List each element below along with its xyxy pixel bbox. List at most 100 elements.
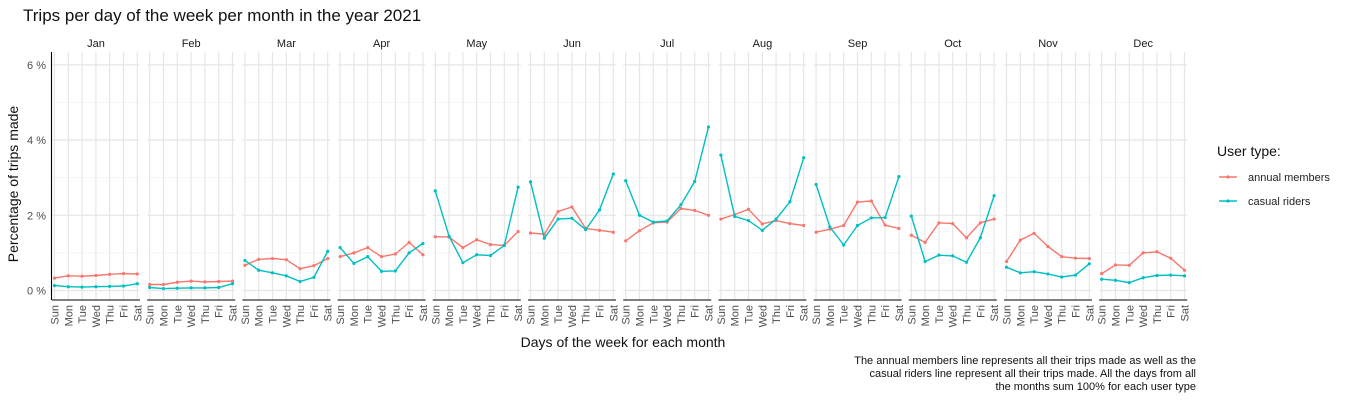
facet-panel-may: May Sun Mon Tue Wed Thu Fri Sat [430, 38, 525, 327]
x-tick-label: Sun [621, 305, 633, 325]
facet-strip-label: Dec [1133, 38, 1153, 50]
legend: User type: annual members casual riders [1217, 143, 1330, 208]
y-axis: 0 % 2 % 4 % 6 % [27, 52, 53, 300]
casual-riders-point [135, 282, 139, 286]
casual-riders-point [637, 213, 642, 217]
annual-members-point [393, 252, 397, 256]
x-axis-title: Days of the week for each month [521, 334, 726, 350]
facet-strip-label: Nov [1038, 38, 1058, 50]
x-tick-label: Tue [172, 305, 184, 324]
x-tick-label: Wed [757, 305, 769, 327]
annual-members-point [611, 230, 615, 234]
casual-riders-point [1182, 274, 1187, 278]
annual-members-point [257, 257, 261, 261]
annual-members-point [326, 256, 330, 261]
annual-members-point [719, 217, 723, 221]
x-tick-label: Sat [228, 305, 240, 322]
x-tick-label: Thu [295, 305, 307, 324]
casual-riders-point [883, 215, 887, 220]
casual-riders-point [1127, 281, 1131, 285]
x-tick-label: Tue [363, 305, 375, 324]
casual-riders-point [1100, 277, 1104, 281]
x-tick-label: Sun [811, 305, 823, 325]
chart-title: Trips per day of the week per month in t… [23, 6, 421, 25]
x-tick-label: Wed [281, 305, 293, 327]
casual-riders-point [461, 261, 465, 265]
x-tick-label: Sat [799, 305, 811, 322]
annual-members-point [897, 226, 901, 231]
annual-members-point [407, 240, 411, 244]
annual-members-point [869, 199, 873, 203]
casual-riders-point [230, 282, 235, 286]
x-tick-label: Tue [553, 305, 565, 324]
x-tick-label: Sat [418, 305, 430, 322]
annual-members-point [923, 240, 927, 244]
x-tick-label: Sat [132, 305, 144, 322]
legend-key-point [1226, 175, 1230, 179]
casual-riders-point [379, 269, 384, 273]
annual-members-point [94, 273, 98, 278]
casual-riders-point [760, 228, 764, 232]
casual-riders-point [393, 269, 397, 273]
x-tick-label: Thu [390, 305, 402, 324]
facet-strip-label: Oct [944, 38, 961, 50]
annual-members-point [788, 221, 792, 226]
legend-key-point [1226, 199, 1230, 203]
annual-members-point [693, 208, 697, 213]
x-tick-label: Thu [962, 305, 974, 324]
casual-riders-point [175, 286, 179, 290]
facet-panel-jun: Jun Sun Mon Tue Wed Thu Fri Sat [526, 38, 621, 327]
x-tick-label: Wed [567, 305, 579, 327]
x-tick-label: Wed [1138, 305, 1150, 327]
casual-riders-point [978, 236, 982, 240]
annual-members-point [52, 276, 57, 280]
x-tick-label: Sun [906, 305, 918, 325]
x-tick-label: Wed [853, 305, 865, 327]
legend-title: User type: [1217, 143, 1281, 159]
casual-riders-point [1113, 278, 1118, 282]
annual-members-point [814, 230, 818, 234]
x-tick-label: Tue [1029, 305, 1041, 324]
annual-members-point [1087, 256, 1091, 261]
x-tick-label: Sun [1097, 305, 1109, 325]
annual-members-point [108, 272, 112, 276]
annual-members-point [379, 255, 384, 259]
x-tick-label: Sat [704, 305, 716, 322]
facet-strip-label: Aug [753, 38, 773, 50]
annual-members-point [802, 223, 806, 228]
annual-members-point [842, 223, 846, 228]
annual-members-point [1073, 256, 1078, 260]
casual-riders-point [611, 172, 615, 176]
facet-strip-label: May [466, 38, 487, 50]
annual-members-point [706, 213, 711, 217]
casual-riders-point [842, 243, 846, 247]
x-tick-label: Fri [595, 305, 607, 318]
annual-members-point [883, 223, 887, 227]
x-tick-label: Tue [77, 305, 89, 324]
annual-members-point [637, 229, 642, 233]
casual-riders-point [217, 285, 221, 290]
x-tick-label: Tue [648, 305, 660, 324]
annual-members-point [352, 251, 356, 255]
casual-riders-point [693, 179, 697, 184]
x-tick-label: Fri [785, 305, 797, 318]
casual-riders-point [66, 285, 70, 289]
x-tick-label: Tue [744, 305, 756, 324]
x-tick-label: Fri [975, 305, 987, 318]
x-tick-label: Mon [159, 305, 171, 326]
casual-riders-point [897, 174, 901, 179]
annual-members-point [1155, 250, 1159, 254]
x-tick-label: Thu [866, 305, 878, 324]
annual-members-point [243, 263, 247, 267]
annual-members-point [1046, 244, 1050, 249]
x-tick-label: Mon [635, 305, 647, 326]
x-tick-label: Fri [1071, 305, 1083, 318]
caption: The annual members line represents all t… [854, 355, 1196, 393]
casual-riders-point [528, 180, 533, 184]
casual-riders-point [733, 214, 737, 219]
annual-members-point [284, 258, 288, 262]
casual-riders-point [923, 259, 927, 264]
x-tick-label: Mon [920, 305, 932, 326]
casual-riders-point [909, 214, 913, 218]
